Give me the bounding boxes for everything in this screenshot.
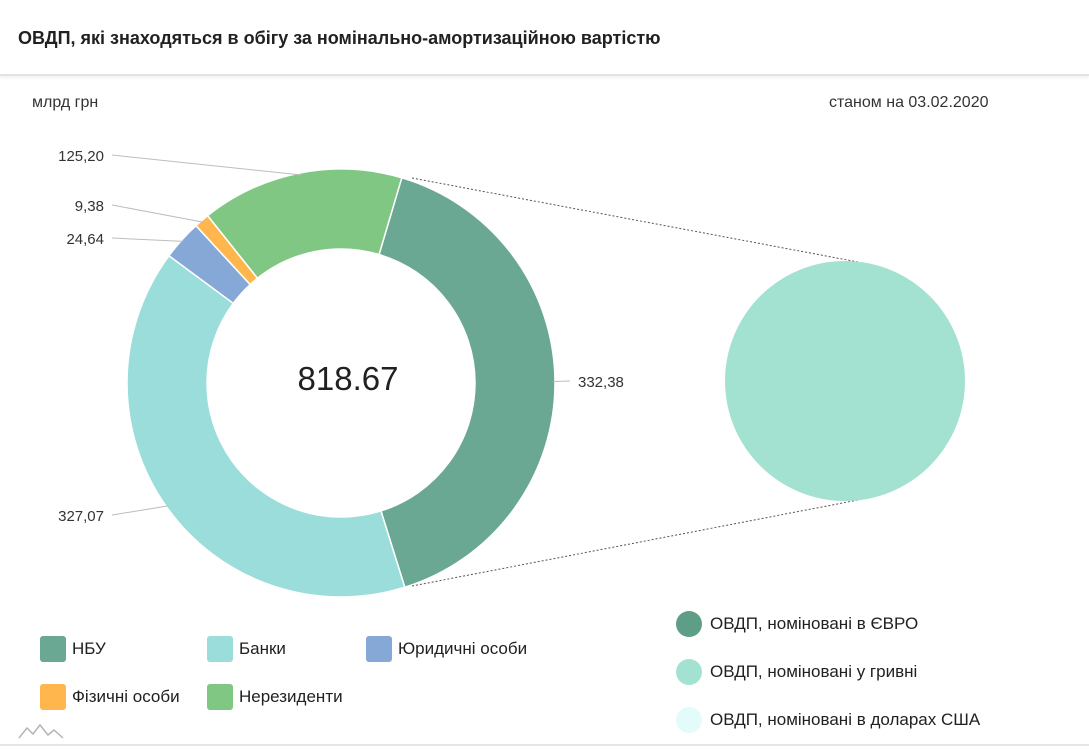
chart-title: ОВДП, які знаходяться в обігу за номінал… <box>18 28 661 48</box>
donut-value-label-4: 9,38 <box>75 198 104 215</box>
legend-swatch <box>40 684 66 710</box>
legend-label: НБУ <box>72 639 106 658</box>
legend-swatch <box>207 636 233 662</box>
legend-item-breakout-2[interactable]: ОВДП, номіновані у гривні <box>676 659 917 685</box>
donut-value-label-2: 327,07 <box>58 508 104 525</box>
leader-line-4 <box>111 204 204 223</box>
legend-label: Банки <box>239 639 286 658</box>
donut-value-labels: 332,38 327,07 24,64 9,38 125,20 <box>58 148 624 525</box>
breakout-pie <box>725 261 965 501</box>
donut-leader-lines <box>111 154 571 516</box>
donut-slice-5[interactable] <box>206 168 403 280</box>
legend-dot <box>676 611 702 637</box>
legend-label: Нерезиденти <box>239 687 343 706</box>
legend-item-donut-4[interactable]: Фізичні особи <box>40 684 180 710</box>
leader-line-2 <box>111 505 169 516</box>
legend-swatch <box>366 636 392 662</box>
leader-line-5 <box>111 154 301 176</box>
donut-chart <box>126 168 556 598</box>
legend-label: Фізичні особи <box>72 687 180 706</box>
legend-item-donut-1[interactable]: НБУ <box>40 636 106 662</box>
legend-item-donut-3[interactable]: Юридичні особи <box>366 636 527 662</box>
legend-dot <box>676 659 702 685</box>
legend-item-donut-2[interactable]: Банки <box>207 636 286 662</box>
legend-item-breakout-3[interactable]: ОВДП, номіновані в доларах США <box>676 707 980 733</box>
as-of-date-label: станом на 03.02.2020 <box>829 94 989 111</box>
legend-label: ОВДП, номіновані в ЄВРО <box>710 614 919 633</box>
donut-center-total: 818.67 <box>298 360 399 397</box>
legend-label: ОВДП, номіновані в доларах США <box>710 710 981 729</box>
footer-divider <box>0 744 1089 746</box>
logo-mountain-icon <box>18 722 64 745</box>
legend-item-donut-5[interactable]: Нерезиденти <box>207 684 343 710</box>
donut-slice-2[interactable] <box>126 254 406 598</box>
breakout-pie-slice-2[interactable] <box>725 261 965 501</box>
unit-label: млрд грн <box>32 94 99 111</box>
legend-label: Юридичні особи <box>398 639 528 658</box>
legend-swatch <box>40 636 66 662</box>
donut-value-label-5: 125,20 <box>58 148 104 165</box>
donut-value-label-1: 332,38 <box>578 374 624 391</box>
legend-swatch <box>207 684 233 710</box>
legend-label: ОВДП, номіновані у гривні <box>710 662 918 681</box>
legend-dot <box>676 707 702 733</box>
header-bar: ОВДП, які знаходяться в обігу за номінал… <box>0 0 1089 76</box>
legend-item-breakout-1[interactable]: ОВДП, номіновані в ЄВРО <box>676 611 918 637</box>
donut-value-label-3: 24,64 <box>66 231 104 248</box>
donut-slice-1[interactable] <box>378 176 556 589</box>
leader-line-3 <box>111 237 184 242</box>
